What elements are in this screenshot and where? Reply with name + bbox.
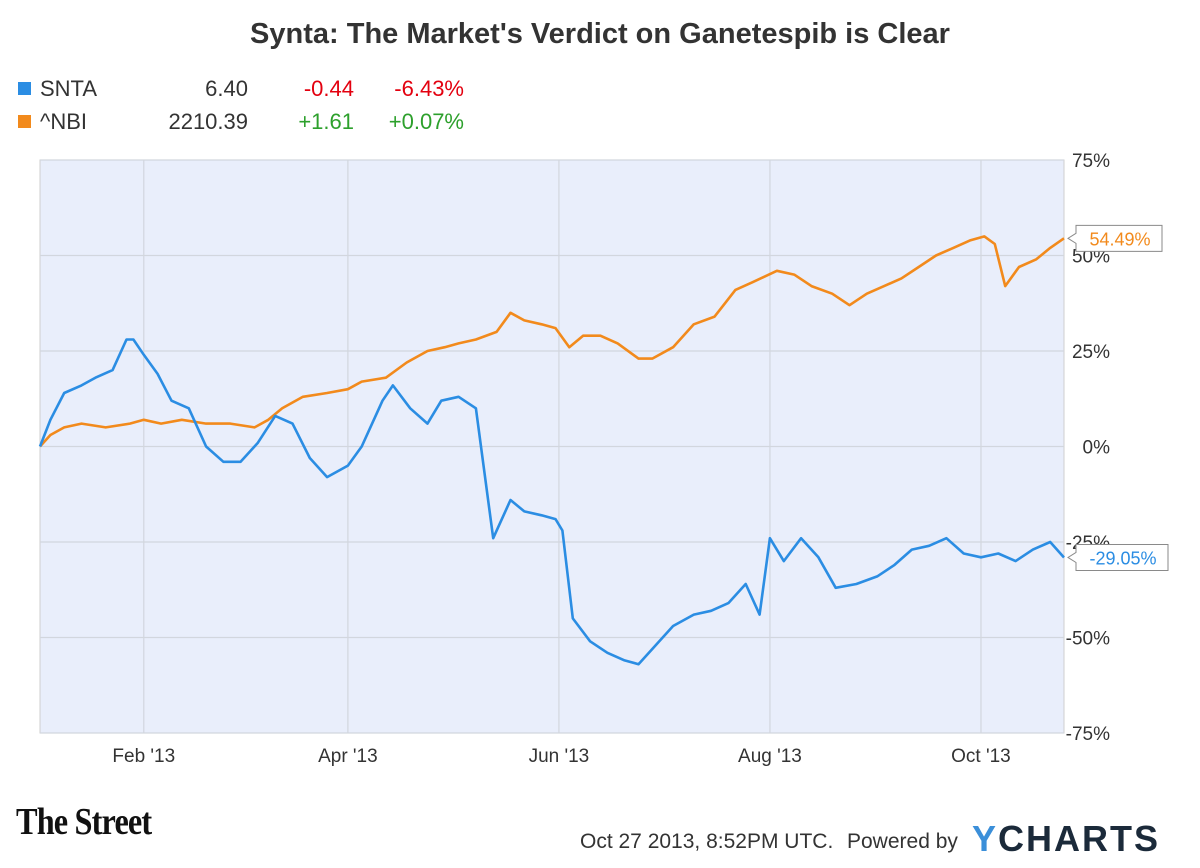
footer-timestamp: Oct 27 2013, 8:52PM UTC. [580,830,834,853]
legend-change-nbi: +1.61 [298,109,354,134]
end-label-nbi: 54.49% [1089,229,1150,249]
legend-swatch-nbi [18,115,31,128]
y-tick-label: 0% [1083,438,1111,459]
end-label-box-nbi [1067,224,1163,252]
ycharts-logo: YCHARTS [972,818,1160,860]
legend-value-nbi: 2210.39 [168,109,248,134]
series-line-nbi [39,235,1065,448]
ycharts-logo-y: Y [972,818,999,859]
legend-name-nbi: ^NBI [40,109,87,134]
x-tick-label: Apr '13 [318,746,378,767]
y-tick-label: -50% [1066,629,1110,650]
y-tick-label: 75% [1072,151,1110,172]
x-tick-label: Oct '13 [951,746,1011,767]
legend-swatch-snta [18,82,31,95]
y-tick-label: -75% [1066,724,1110,745]
legend-change-snta: -0.44 [303,76,354,101]
x-tick-label: Aug '13 [738,746,802,767]
end-label-snta: -29.05% [1089,548,1156,568]
footer-powered-by: Powered by [847,830,958,853]
legend-name-snta: SNTA [40,76,98,101]
x-tick-label: Jun '13 [529,746,590,767]
chart-title: Synta: The Market's Verdict on Ganetespi… [250,18,950,50]
series-line-snta [38,338,1065,666]
legend-pct-nbi: +0.07% [388,109,464,134]
ycharts-logo-text: CHARTS [998,818,1161,859]
legend-value-snta: 6.40 [205,76,248,101]
y-tick-label: 25% [1072,342,1110,363]
legend-pct-snta: -6.43% [394,76,464,101]
end-label-box-snta [1067,543,1169,571]
thestreet-logo: The Street [16,801,152,843]
x-tick-label: Feb '13 [112,746,175,767]
